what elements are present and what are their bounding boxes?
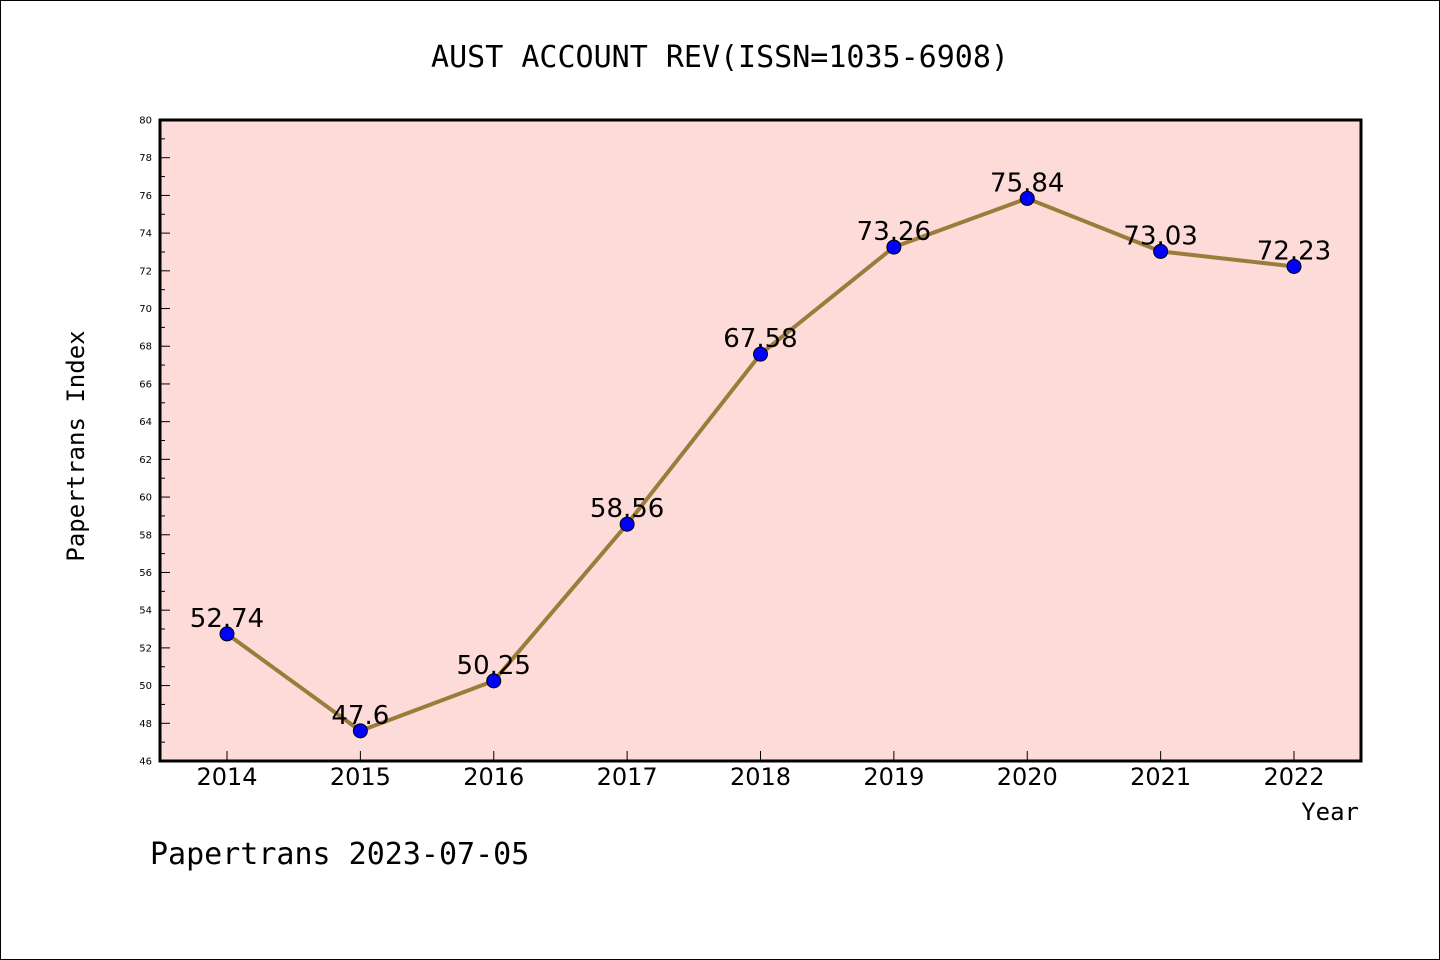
data-point-marker bbox=[753, 346, 768, 362]
y-axis: 46 48 50 52 54 56 58 60 62 64 66 68 70 72 74 76 78 80 bbox=[139, 116, 170, 768]
data-point-marker bbox=[886, 239, 902, 255]
series-line bbox=[219, 190, 1302, 739]
y-tick-label: 56 bbox=[139, 568, 152, 579]
data-point-marker bbox=[352, 723, 368, 739]
y-tick-label: 48 bbox=[139, 719, 152, 730]
data-value-label: 47.6 bbox=[331, 701, 389, 731]
y-tick-label: 74 bbox=[139, 229, 152, 240]
plot-area bbox=[158, 118, 1363, 763]
footer-credit: Papertrans 2023-07-05 bbox=[150, 837, 529, 872]
x-tick-label: 2016 bbox=[463, 763, 524, 791]
y-tick-label: 66 bbox=[139, 379, 152, 390]
x-tick-label: 2014 bbox=[196, 763, 257, 791]
y-tick-label: 62 bbox=[139, 455, 152, 466]
data-value-label: 67.58 bbox=[723, 324, 797, 354]
x-tick-label: 2018 bbox=[730, 763, 791, 791]
data-point-marker bbox=[219, 626, 235, 642]
y-tick-label: 72 bbox=[139, 266, 152, 277]
y-tick-label: 60 bbox=[139, 493, 152, 504]
data-value-label: 73.03 bbox=[1123, 221, 1197, 251]
y-tick-label: 46 bbox=[139, 757, 152, 768]
data-value-label: 75.84 bbox=[990, 168, 1064, 198]
y-tick-label: 54 bbox=[139, 606, 152, 617]
y-tick-label: 52 bbox=[139, 643, 152, 654]
y-tick-label: 78 bbox=[139, 153, 152, 164]
y-tick-label: 70 bbox=[139, 304, 152, 315]
y-tick-label: 76 bbox=[139, 191, 152, 202]
chart-title: AUST ACCOUNT REV(ISSN=1035-6908) bbox=[431, 40, 1009, 75]
data-point-marker bbox=[486, 673, 502, 689]
data-point-marker bbox=[1019, 190, 1035, 206]
y-tick-label: 80 bbox=[139, 116, 152, 127]
data-point-marker bbox=[1153, 243, 1169, 259]
data-labels: 52.74 47.6 50.25 58.56 67.58 73.26 75.84 73.03 7… bbox=[190, 168, 1331, 730]
data-value-label: 50.25 bbox=[457, 651, 531, 681]
data-value-label: 73.26 bbox=[857, 217, 931, 247]
data-point-marker bbox=[1286, 258, 1302, 274]
x-tick-label: 2017 bbox=[597, 763, 658, 791]
data-value-label: 58.56 bbox=[590, 494, 664, 524]
data-point-marker bbox=[619, 516, 635, 532]
y-axis-label: Papertrans Index bbox=[62, 330, 90, 561]
x-tick-label: 2015 bbox=[330, 763, 391, 791]
x-tick-label: 2019 bbox=[863, 763, 924, 791]
x-axis-label: Year bbox=[1301, 798, 1359, 826]
y-tick-label: 68 bbox=[139, 342, 152, 353]
data-value-label: 52.74 bbox=[190, 604, 264, 634]
x-tick-label: 2022 bbox=[1263, 763, 1324, 791]
y-tick-label: 58 bbox=[139, 530, 152, 541]
x-tick-label: 2021 bbox=[1130, 763, 1191, 791]
y-tick-label: 50 bbox=[139, 681, 152, 692]
y-tick-label: 64 bbox=[139, 417, 152, 428]
data-value-label: 72.23 bbox=[1257, 236, 1331, 266]
x-axis: 2014 2015 2016 2017 2018 2019 2020 2021 2022 bbox=[196, 751, 1325, 791]
x-tick-label: 2020 bbox=[997, 763, 1058, 791]
